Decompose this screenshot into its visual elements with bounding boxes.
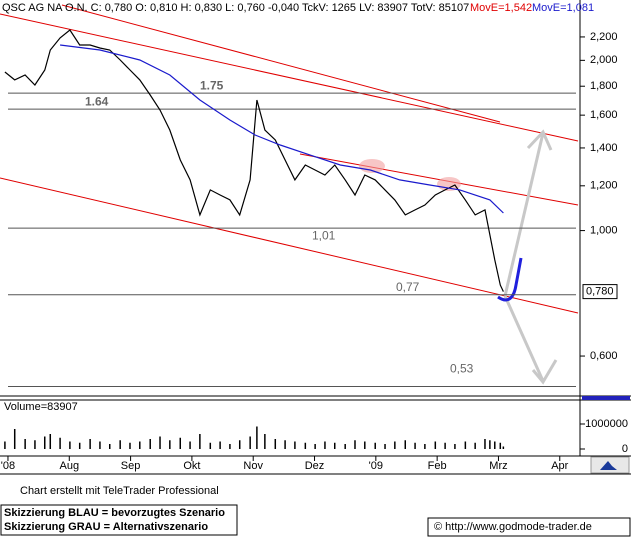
y-tick-label: 1,000 — [590, 224, 618, 236]
scroll-bar — [582, 396, 630, 400]
last-price-box — [582, 284, 618, 300]
x-tick-label: Feb — [428, 460, 447, 472]
level-label: 1,01 — [312, 228, 336, 242]
level-label: 0,53 — [450, 362, 474, 376]
y-tick-label: 2,200 — [590, 31, 618, 43]
last-price-label: 0,780 — [586, 286, 614, 298]
credit: Chart erstellt mit TeleTrader Profession… — [20, 485, 219, 497]
level-label: 1.64 — [85, 94, 109, 108]
volume-label: Volume=83907 — [4, 401, 78, 413]
price-line — [4, 29, 504, 292]
y-tick-label: 1,800 — [590, 80, 618, 92]
x-tick-label: '09 — [369, 460, 383, 472]
x-tick-label: Nov — [243, 460, 263, 472]
url: © http://www.godmode-trader.de — [434, 521, 592, 533]
volume-tick-label: 0 — [622, 443, 628, 455]
url-box — [427, 517, 631, 537]
x-tick-label: Okt — [183, 460, 200, 472]
y-tick-label: 1,600 — [590, 109, 618, 121]
trend-lines — [0, 4, 579, 314]
moving-average — [60, 44, 504, 214]
level-label: 0,77 — [396, 280, 420, 294]
y-tick-label: 1,200 — [590, 180, 618, 192]
tool-icon — [600, 461, 617, 470]
volume-tick-label: 1000000 — [585, 418, 628, 430]
x-tick-label: Apr — [551, 460, 568, 472]
y-tick-label: 2,000 — [590, 54, 618, 66]
preferred-scenario — [497, 257, 523, 302]
x-tick-label: '08 — [1, 460, 15, 472]
level-label: 1.75 — [200, 78, 224, 92]
y-tick-label: 1,400 — [590, 142, 618, 154]
chart-title: QSC AG NA O.N. C: 0,780 O: 0,810 H: 0,83… — [2, 2, 469, 14]
note-box — [0, 504, 238, 536]
x-tick-label: Dez — [305, 460, 325, 472]
y-tick-label: 0,600 — [590, 350, 618, 362]
note: Skizzierung BLAU = bevorzugtes Szenario — [4, 507, 225, 519]
plot: 2,200 2,000 1,800 1,600 1,400 1,200 1,000 0,600… — [1, 29, 628, 472]
note: Skizzierung GRAU = Alternativszenario — [4, 521, 208, 533]
x-tick-label: Aug — [59, 460, 79, 472]
x-tick-label: Mrz — [489, 460, 507, 472]
x-tick-label: Sep — [121, 460, 141, 472]
alternative-scenario — [503, 129, 558, 385]
legend-entry: MovE=1,542 — [470, 2, 532, 14]
legend-entry: MovE=1,081 — [532, 2, 594, 14]
